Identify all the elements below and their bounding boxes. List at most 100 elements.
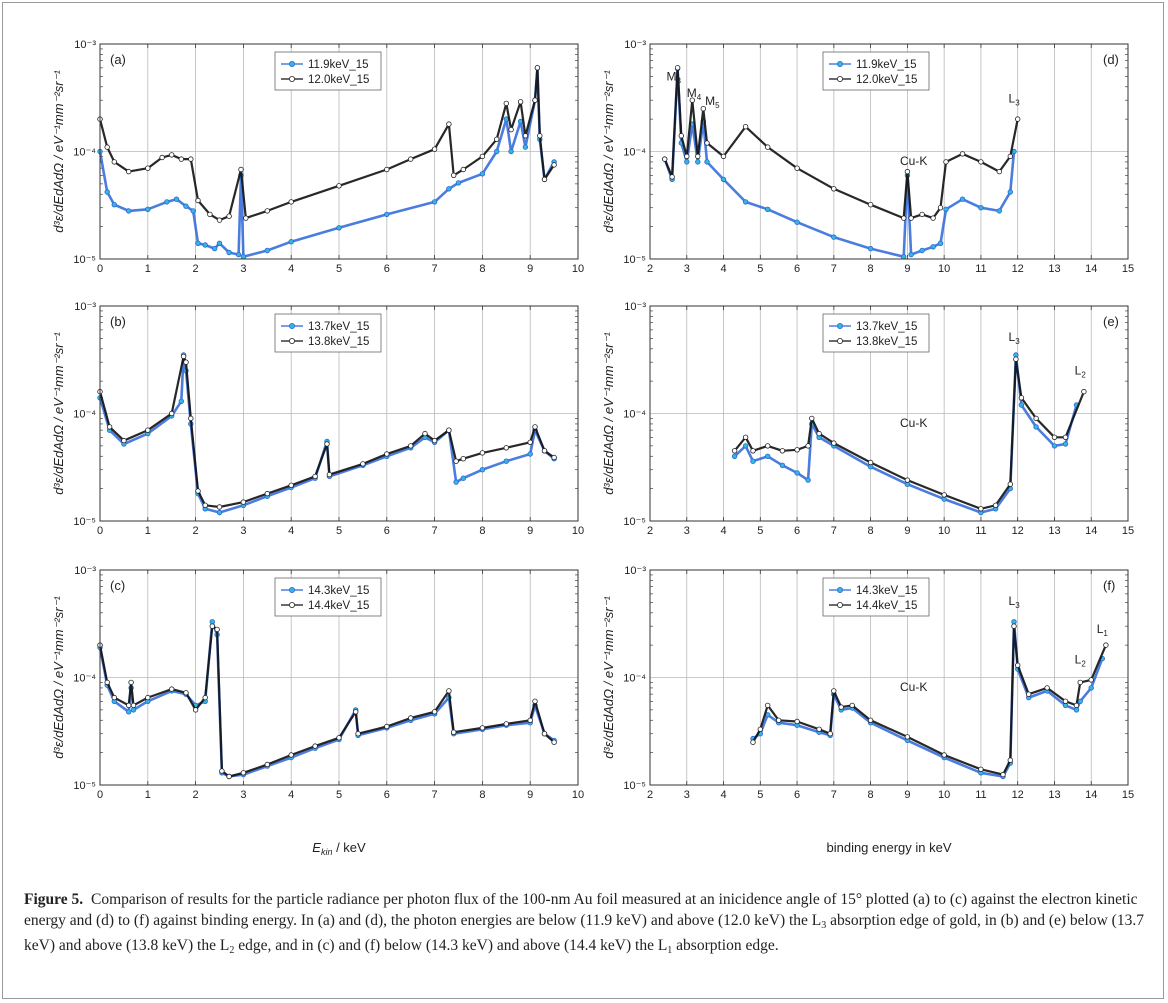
data-point	[533, 98, 538, 103]
data-point	[1034, 425, 1039, 430]
data-point	[217, 505, 222, 510]
x-tick-label: 7	[432, 263, 438, 275]
data-point	[289, 239, 294, 244]
x-tick-label: 4	[288, 263, 294, 275]
x-tick-label: 5	[336, 789, 342, 801]
x-tick-label: 15	[1122, 789, 1134, 801]
data-point	[817, 727, 822, 732]
data-point	[685, 154, 690, 159]
caption-label: Figure 5.	[24, 891, 83, 908]
legend-swatch-marker	[837, 323, 842, 328]
x-tick-label: 9	[904, 263, 910, 275]
data-point	[169, 411, 174, 416]
data-point	[385, 167, 390, 172]
data-point	[1019, 403, 1024, 408]
data-point	[542, 731, 547, 736]
x-tick-label: 8	[868, 789, 874, 801]
data-point	[107, 425, 112, 430]
data-point	[868, 460, 873, 465]
x-tick-label: 9	[527, 525, 533, 537]
data-point	[979, 205, 984, 210]
data-point	[751, 459, 756, 464]
legend-swatch-marker	[837, 61, 842, 66]
data-point	[241, 771, 246, 776]
x-tick-label: 2	[193, 263, 199, 275]
data-point	[327, 472, 332, 477]
y-tick-label: 10⁻⁴	[623, 147, 646, 159]
data-point	[289, 200, 294, 205]
data-point	[241, 500, 246, 505]
data-point	[361, 462, 366, 467]
data-point	[795, 719, 800, 724]
data-point	[542, 177, 547, 182]
data-point	[454, 480, 459, 485]
data-point	[1104, 643, 1109, 648]
data-point	[806, 478, 811, 483]
data-point	[265, 491, 270, 496]
data-point	[169, 153, 174, 158]
data-point	[817, 431, 822, 436]
x-tick-label: 1	[145, 525, 151, 537]
data-point	[832, 235, 837, 240]
data-point	[408, 716, 413, 721]
x-tick-label: 1	[145, 789, 151, 801]
data-point	[313, 744, 318, 749]
data-point	[196, 241, 201, 246]
data-point	[126, 169, 131, 174]
data-point	[385, 212, 390, 217]
y-tick-label: 10⁻⁴	[73, 673, 96, 685]
data-point	[169, 687, 174, 692]
legend-label: 12.0keV_15	[308, 74, 369, 86]
x-tick-label: 11	[975, 789, 986, 801]
data-point	[765, 145, 770, 150]
data-point	[721, 177, 726, 182]
data-point	[542, 449, 547, 454]
x-tick-label: 9	[904, 789, 910, 801]
legend-swatch-marker	[289, 338, 294, 343]
data-point	[1089, 686, 1094, 691]
data-point	[758, 727, 763, 732]
data-point	[1078, 699, 1083, 704]
data-point	[1074, 708, 1079, 713]
data-point	[432, 710, 437, 715]
data-point	[552, 740, 557, 745]
data-point	[126, 703, 131, 708]
x-tick-label: 2	[647, 525, 653, 537]
annotation-label: Cu-K	[900, 416, 927, 430]
data-point	[920, 248, 925, 253]
legend-swatch-marker	[289, 76, 294, 81]
y-axis-label: d³ε/dEdAdΩ / eV⁻¹mm⁻²sr⁻¹	[51, 70, 66, 233]
data-point	[1034, 416, 1039, 421]
panel-letter: (e)	[1103, 314, 1119, 329]
y-tick-label: 10⁻³	[624, 39, 646, 51]
legend-label: 14.3keV_15	[856, 585, 917, 597]
data-point	[1008, 758, 1013, 763]
y-tick-label: 10⁻⁴	[73, 147, 96, 159]
x-tick-label: 5	[757, 525, 763, 537]
x-tick-label: 7	[831, 789, 837, 801]
data-point	[538, 134, 543, 139]
data-point	[184, 360, 189, 365]
data-point	[432, 147, 437, 152]
data-point	[165, 200, 170, 205]
data-point	[806, 444, 811, 449]
y-tick-label: 10⁻⁵	[73, 780, 96, 792]
data-point	[1052, 435, 1057, 440]
data-point	[670, 175, 675, 180]
x-tick-label: 6	[794, 789, 800, 801]
data-point	[181, 354, 186, 359]
data-point	[765, 444, 770, 449]
data-point	[509, 149, 514, 154]
data-point	[997, 209, 1002, 214]
legend-label: 13.8keV_15	[308, 336, 369, 348]
panel-letter: (a)	[110, 52, 126, 67]
data-point	[1026, 692, 1031, 697]
data-point	[408, 444, 413, 449]
y-tick-label: 10⁻⁴	[623, 673, 646, 685]
x-tick-label: 3	[240, 525, 246, 537]
data-point	[265, 209, 270, 214]
data-point	[997, 169, 1002, 174]
data-point	[1089, 678, 1094, 683]
x-tick-label: 3	[684, 789, 690, 801]
data-point	[732, 449, 737, 454]
